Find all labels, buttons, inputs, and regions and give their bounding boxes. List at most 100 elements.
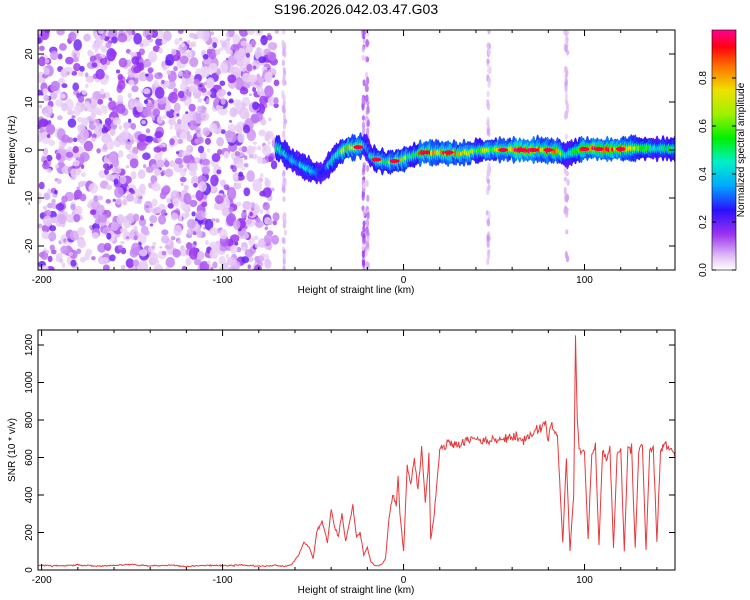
noise-blob xyxy=(133,225,138,231)
noise-blob xyxy=(200,87,207,93)
striation-blob xyxy=(486,116,490,125)
noise-blob xyxy=(255,112,263,122)
noise-blob xyxy=(230,244,238,254)
noise-blob xyxy=(228,119,233,123)
noise-blob xyxy=(246,145,255,156)
noise-blob xyxy=(178,43,187,54)
noise-blob xyxy=(246,63,253,72)
noise-blob xyxy=(248,237,255,246)
ridge-peak xyxy=(543,148,554,152)
striation-blob xyxy=(282,41,287,49)
noise-blob xyxy=(156,30,164,40)
noise-blob xyxy=(241,145,248,153)
noise-blob xyxy=(220,41,227,48)
noise-blob xyxy=(151,117,155,121)
noise-blob xyxy=(219,62,229,74)
noise-blob xyxy=(191,170,197,176)
noise-blob xyxy=(111,36,118,44)
noise-blob xyxy=(176,118,182,125)
noise-blob xyxy=(81,117,89,127)
striation-blob xyxy=(362,237,366,245)
colorbar-tick-label: 0.8 xyxy=(698,71,709,85)
noise-blob xyxy=(81,90,87,95)
noise-blob xyxy=(118,132,128,146)
noise-blob xyxy=(223,262,229,268)
striation-blob xyxy=(486,90,490,98)
noise-blob xyxy=(273,79,280,87)
noise-blob xyxy=(215,104,222,110)
noise-blob xyxy=(242,246,247,252)
noise-blob xyxy=(191,194,197,199)
noise-blob xyxy=(85,76,93,83)
noise-blob xyxy=(127,92,132,99)
noise-blob xyxy=(108,151,118,163)
noise-blob xyxy=(216,169,222,175)
noise-blob xyxy=(84,101,91,108)
noise-blob xyxy=(68,31,77,42)
noise-blob xyxy=(207,90,212,96)
snr-frame xyxy=(37,329,676,571)
noise-blob xyxy=(84,83,89,89)
noise-blob xyxy=(226,257,237,266)
striation-blob xyxy=(360,230,364,238)
noise-blob xyxy=(46,154,53,162)
striation-blob xyxy=(365,41,369,47)
noise-blob xyxy=(81,180,87,186)
noise-blob xyxy=(105,184,113,191)
noise-blob xyxy=(267,51,277,61)
noise-blob xyxy=(145,166,154,174)
noise-blob xyxy=(141,120,146,125)
striation-blob xyxy=(366,235,370,243)
noise-blob xyxy=(206,148,211,153)
noise-blob xyxy=(98,56,102,60)
noise-blob xyxy=(66,214,75,223)
noise-blob xyxy=(56,178,62,184)
noise-blob xyxy=(42,161,50,170)
noise-blob xyxy=(246,170,255,182)
noise-blob xyxy=(43,94,50,102)
noise-blob xyxy=(130,122,137,130)
noise-blob xyxy=(115,69,121,74)
noise-blob xyxy=(162,115,167,119)
ridge-peak xyxy=(389,159,400,164)
noise-blob xyxy=(166,197,172,204)
noise-blob xyxy=(38,30,42,35)
noise-blob xyxy=(186,218,196,230)
striation-blob xyxy=(362,259,366,268)
noise-blob xyxy=(130,189,136,195)
noise-blob xyxy=(54,164,60,169)
noise-blob xyxy=(149,215,158,223)
noise-blob xyxy=(38,37,42,44)
noise-blob xyxy=(227,74,237,84)
noise-blob xyxy=(77,227,86,236)
noise-blob xyxy=(109,50,117,58)
noise-blob xyxy=(214,195,224,204)
noise-blob xyxy=(126,193,134,202)
noise-blob xyxy=(125,236,130,240)
noise-blob xyxy=(259,209,264,214)
noise-blob xyxy=(153,153,163,162)
noise-blob xyxy=(79,193,87,202)
noise-blob xyxy=(73,213,81,223)
noise-blob xyxy=(46,209,52,217)
snr-xlabel: Height of straight line (km) xyxy=(298,585,415,596)
noise-blob xyxy=(128,149,133,153)
striation-blob xyxy=(283,212,287,220)
noise-blob xyxy=(257,145,262,151)
noise-blob xyxy=(209,241,217,249)
noise-blob xyxy=(105,42,112,49)
noise-blob xyxy=(91,137,96,142)
noise-blob xyxy=(215,48,221,56)
noise-blob xyxy=(168,119,176,126)
spectrogram-xtick-label: -100 xyxy=(213,275,233,286)
noise-blob xyxy=(165,256,175,268)
noise-blob xyxy=(115,103,126,114)
noise-blob xyxy=(106,174,115,182)
noise-blob xyxy=(93,122,97,126)
noise-blob xyxy=(67,118,77,128)
colorbar-gradient xyxy=(711,29,737,271)
noise-blob xyxy=(109,254,116,262)
noise-blob xyxy=(43,112,48,117)
noise-blob xyxy=(85,248,93,256)
noise-blob xyxy=(148,50,158,63)
